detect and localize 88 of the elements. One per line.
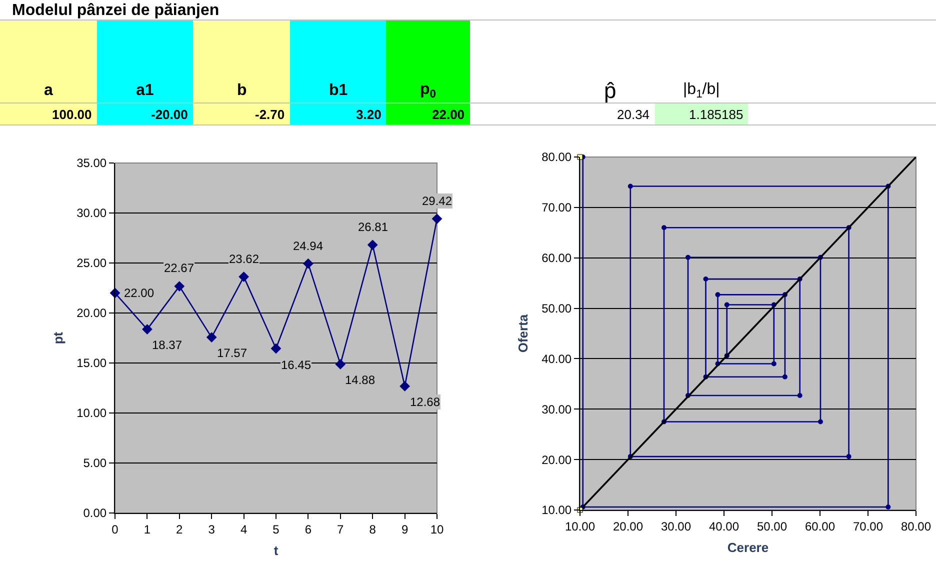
point: [715, 292, 720, 298]
data-label: 26.81: [358, 220, 388, 234]
text: 20.34: [617, 107, 650, 122]
text: a: [44, 82, 53, 99]
point: [270, 343, 282, 354]
text: 1.185185: [689, 107, 744, 122]
point: [238, 272, 249, 282]
y-tick-label: 0.00: [83, 506, 107, 520]
data-label: 17.57: [217, 346, 248, 360]
text: a1: [136, 82, 154, 99]
y-tick-label: 20.00: [76, 306, 107, 320]
point: [206, 332, 217, 342]
point: [703, 276, 708, 282]
data-label: 18.37: [152, 338, 182, 352]
text: -20.00: [151, 107, 188, 122]
y-axis-title: Oferta: [516, 314, 531, 353]
point: [577, 154, 583, 160]
x-tick-label: 60.00: [804, 519, 836, 534]
point: [400, 381, 410, 392]
text: Modelul pânzei de păianjen: [12, 2, 220, 19]
text: 22.00: [432, 107, 465, 122]
y-tick-label: 80.00: [542, 150, 572, 164]
text: -2.70: [255, 107, 285, 122]
point: [782, 374, 788, 380]
y-tick-label: 10.00: [76, 406, 107, 420]
x-tick-label: 7: [337, 522, 344, 536]
y-tick-label: 40.00: [542, 352, 572, 366]
data-label: 24.94: [293, 239, 324, 253]
y-tick-label: 30.00: [76, 206, 107, 220]
x-tick-label: 8: [369, 522, 376, 536]
x-tick-label: 30.00: [660, 519, 692, 534]
data-label: 22.00: [124, 286, 154, 300]
text: p̂: [604, 78, 616, 103]
x-axis-title: t: [274, 543, 279, 558]
text: 100.00: [52, 107, 92, 122]
x-tick-label: 20.00: [612, 519, 644, 534]
x-tick-label: 3: [208, 522, 216, 536]
y-tick-label: 20.00: [542, 452, 572, 467]
x-tick-label: 2: [176, 522, 184, 536]
point: [335, 359, 346, 370]
text: p$_{0}$: [420, 81, 436, 100]
point: [367, 240, 378, 250]
data-label: 23.62: [229, 252, 260, 266]
data-label: 29.42: [422, 194, 452, 208]
y-tick-label: 15.00: [76, 356, 107, 370]
x-tick-label: 10.00: [564, 519, 596, 534]
point: [724, 302, 730, 308]
data-label: 16.45: [281, 358, 312, 372]
y-tick-label: 60.00: [542, 251, 572, 266]
x-tick-label: 0: [112, 522, 119, 536]
point: [797, 393, 802, 398]
point: [686, 254, 690, 260]
data-label: 14.88: [345, 373, 376, 387]
x-tick-label: 10: [430, 522, 444, 536]
x-tick-label: 4: [240, 522, 248, 536]
y-tick-label: 70.00: [542, 200, 572, 215]
x-tick-label: 1: [144, 522, 151, 536]
point: [818, 419, 823, 424]
x-tick-label: 50.00: [756, 519, 788, 534]
x-tick-label: 80.00: [900, 519, 932, 534]
point: [886, 504, 891, 510]
x-tick-label: 9: [401, 522, 408, 536]
y-tick-label: 25.00: [76, 256, 107, 270]
text: b: [237, 82, 247, 99]
point: [174, 281, 185, 292]
point: [662, 225, 666, 230]
y-tick-label: 5.00: [83, 456, 107, 470]
point: [771, 361, 776, 366]
text: 3.20: [356, 107, 382, 122]
x-tick-label: 5: [272, 522, 280, 536]
text: |b$_{1}$/b|: [683, 81, 720, 100]
x-tick-label: 6: [304, 522, 312, 536]
point: [142, 324, 152, 334]
point: [303, 258, 314, 269]
y-tick-label: 35.00: [76, 156, 107, 170]
point: [846, 454, 852, 460]
x-axis-title: Cerere: [727, 540, 769, 555]
point: [628, 184, 633, 189]
data-label: 12.68: [410, 395, 440, 409]
y-axis-title: pt: [50, 331, 66, 344]
text: b1: [329, 82, 348, 99]
y-tick-label: 30.00: [542, 402, 572, 416]
data-label: 22.67: [164, 261, 194, 275]
y-tick-label: 10.00: [542, 503, 572, 518]
x-tick-label: 40.00: [708, 519, 740, 534]
point: [432, 214, 442, 224]
x-tick-label: 70.00: [852, 519, 884, 534]
y-tick-label: 50.00: [542, 301, 572, 316]
